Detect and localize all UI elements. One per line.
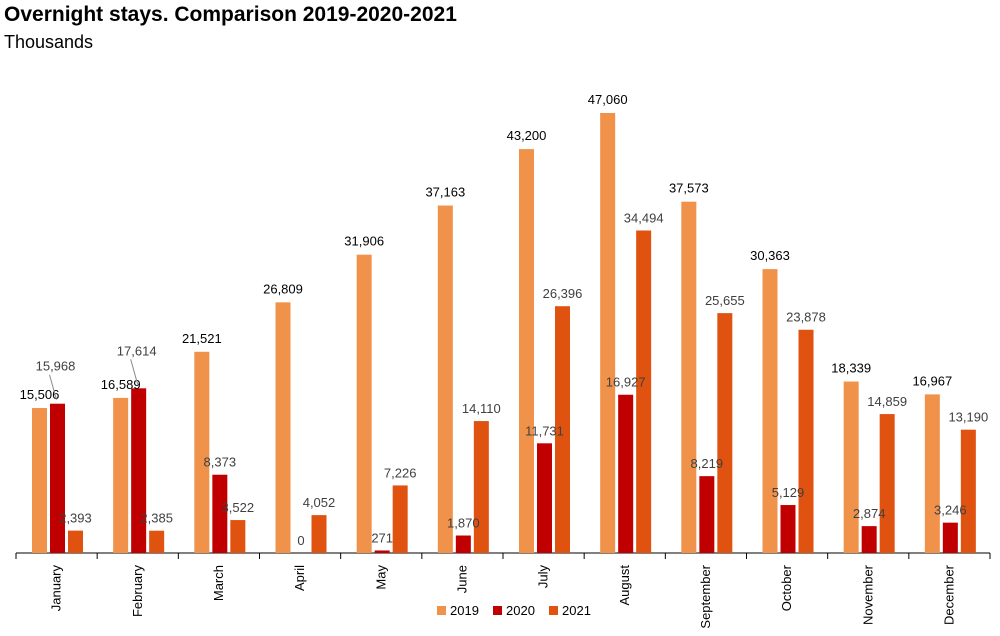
bar-2019-april	[275, 302, 291, 553]
bar-2020-may	[374, 550, 390, 553]
legend-label-2019: 2019	[450, 603, 479, 618]
x-tick-label-february: February	[130, 565, 145, 618]
x-tick-label-october: October	[779, 564, 794, 611]
data-label-2020-october: 5,129	[772, 485, 805, 500]
x-tick-label-september: September	[698, 564, 713, 628]
chart-subtitle: Thousands	[4, 32, 94, 52]
bar-2021-march	[230, 520, 246, 553]
data-label-2020-march: 8,373	[204, 455, 237, 470]
bar-2019-november	[843, 381, 859, 553]
data-label-2020-february: 17,614	[117, 343, 157, 358]
x-tick-label-march: March	[211, 565, 226, 601]
legend-label-2020: 2020	[506, 603, 535, 618]
data-label-2021-january: 2,393	[59, 511, 92, 526]
bar-2020-december	[942, 522, 958, 553]
bar-2021-october	[798, 329, 814, 553]
data-label-2020-january: 15,968	[36, 359, 76, 374]
data-label-2020-april: 0	[297, 533, 304, 548]
bar-2019-august	[600, 113, 616, 553]
bar-2021-february	[149, 530, 165, 553]
data-label-2020-july: 11,731	[525, 423, 564, 438]
data-label-2019-june: 37,163	[425, 185, 465, 200]
data-label-2019-september: 37,573	[669, 181, 709, 196]
bar-2019-july	[519, 149, 534, 554]
data-label-2019-august: 47,060	[588, 92, 628, 107]
bar-2021-august	[636, 230, 652, 553]
data-label-2019-may: 31,906	[344, 234, 384, 249]
bar-2019-march	[194, 351, 210, 553]
data-label-2019-october: 30,363	[750, 248, 790, 263]
data-label-leader	[130, 359, 139, 385]
bar-2019-october	[762, 269, 778, 553]
data-label-2021-november: 14,859	[867, 394, 907, 409]
x-tick-label-april: April	[292, 565, 307, 591]
bar-2021-january	[68, 530, 83, 553]
bar-2019-september	[681, 201, 697, 553]
bar-2021-may	[392, 485, 408, 553]
bar-2021-april	[311, 515, 327, 553]
data-label-2021-march: 3,522	[222, 500, 255, 515]
data-label-2020-august: 16,927	[606, 375, 646, 390]
bar-2020-september	[699, 476, 715, 553]
data-label-2020-september: 8,219	[691, 456, 724, 471]
x-tick-label-july: July	[536, 565, 551, 589]
data-label-2020-june: 1,870	[447, 516, 480, 531]
data-label-2019-december: 16,967	[912, 373, 952, 388]
data-label-2020-november: 2,874	[853, 506, 886, 521]
data-label-2021-october: 23,878	[786, 310, 826, 325]
data-label-2019-april: 26,809	[263, 281, 303, 296]
x-tick-label-august: August	[617, 565, 632, 606]
bar-2021-june	[473, 421, 489, 553]
bar-2021-september	[717, 313, 733, 553]
chart-title: Overnight stays. Comparison 2019-2020-20…	[4, 3, 457, 26]
data-label-2021-february: 2,385	[140, 511, 173, 526]
bar-2020-june	[455, 535, 471, 553]
data-label-2019-march: 21,521	[182, 331, 222, 346]
x-tick-label-june: June	[454, 565, 469, 593]
data-label-2020-december: 3,246	[934, 503, 967, 518]
bar-2020-january	[50, 403, 65, 553]
bar-2020-october	[780, 505, 796, 553]
data-label-2021-april: 4,052	[303, 495, 336, 510]
legend-swatch-2021	[549, 606, 558, 615]
data-label-2021-december: 13,190	[948, 410, 988, 425]
x-tick-label-december: December	[941, 564, 956, 625]
legend-swatch-2019	[437, 606, 446, 615]
data-label-2020-may: 271	[371, 530, 393, 545]
bar-2021-july	[555, 306, 570, 553]
bar-2020-november	[861, 526, 877, 553]
data-label-2021-july: 26,396	[543, 286, 583, 301]
data-label-2021-september: 25,655	[705, 293, 745, 308]
bar-2020-july	[537, 443, 552, 553]
x-tick-label-november: November	[860, 564, 875, 625]
data-label-2019-november: 18,339	[831, 361, 871, 376]
bar-2021-december	[960, 429, 976, 553]
bar-2019-january	[32, 408, 47, 553]
bar-2020-february	[131, 388, 147, 553]
data-label-leader	[49, 374, 57, 400]
data-label-2021-may: 7,226	[384, 465, 417, 480]
bar-2020-august	[618, 394, 634, 553]
legend-swatch-2020	[493, 606, 502, 615]
data-label-2021-august: 34,494	[624, 210, 664, 225]
legend-label-2021: 2021	[562, 603, 591, 618]
bar-2020-march	[212, 474, 228, 553]
data-label-2021-june: 14,110	[462, 401, 501, 416]
bar-2019-may	[356, 254, 372, 554]
bar-2019-december	[924, 394, 940, 553]
bar-2019-june	[437, 205, 453, 553]
data-label-2019-january: 15,506	[20, 387, 60, 402]
data-label-2019-february: 16,589	[101, 377, 141, 392]
x-tick-label-january: January	[49, 565, 64, 612]
bar-2019-february	[113, 397, 129, 553]
bar-2021-november	[879, 414, 895, 553]
x-tick-label-may: May	[373, 565, 388, 590]
data-label-2019-july: 43,200	[507, 128, 547, 143]
